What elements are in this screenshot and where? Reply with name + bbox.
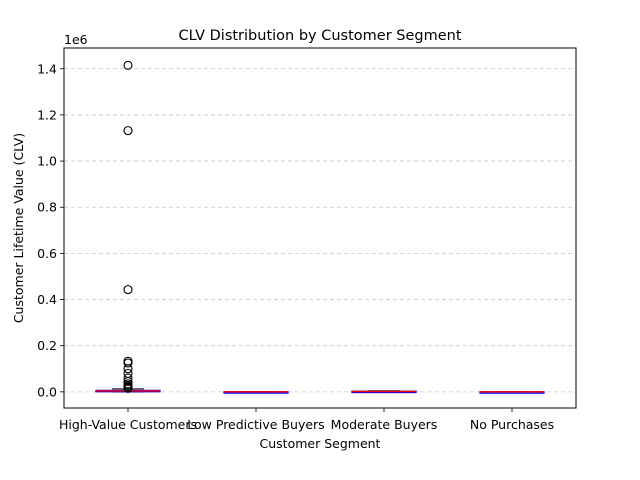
x-tick-label: Low Predictive Buyers	[187, 417, 324, 432]
box-group	[223, 391, 289, 394]
y-tick-label: 1.0	[37, 154, 57, 169]
y-tick-label: 0.2	[37, 338, 57, 353]
x-tick-label: High-Value Customers	[59, 417, 197, 432]
outlier-point	[123, 60, 133, 70]
outlier-point	[123, 358, 133, 368]
outlier-point	[123, 364, 133, 374]
outlier-point	[123, 376, 133, 387]
chart-title: CLV Distribution by Customer Segment	[178, 28, 461, 44]
outlier-point	[123, 383, 133, 393]
outlier-point	[123, 373, 133, 383]
y-tick-label: 1.2	[37, 107, 57, 122]
outlier-point	[123, 285, 133, 295]
x-tick-label: No Purchases	[470, 417, 554, 432]
y-tick-label: 1.4	[37, 61, 57, 76]
box-group	[95, 60, 161, 393]
y-tick-label: 0.6	[37, 246, 57, 261]
y-axis-label: Customer Lifetime Value (CLV)	[11, 133, 26, 323]
box-group	[351, 390, 417, 394]
axis-ticks: 0.0 0.2 0.4 0.6 0.8 1.0 1.2 1.4 High-Value Custo…	[37, 61, 554, 432]
y-tick-label: 0.0	[37, 384, 57, 399]
box-group	[479, 391, 545, 394]
x-axis-label: Customer Segment	[260, 436, 381, 451]
y-tick-label: 0.8	[37, 200, 57, 215]
plot-area-frame	[63, 47, 577, 409]
y-tick-label: 0.4	[37, 292, 57, 307]
y-axis-offset-label: 1e6	[64, 32, 88, 47]
x-tick-label: Moderate Buyers	[331, 417, 438, 432]
outlier-point	[123, 126, 133, 136]
box-marks	[95, 60, 545, 394]
